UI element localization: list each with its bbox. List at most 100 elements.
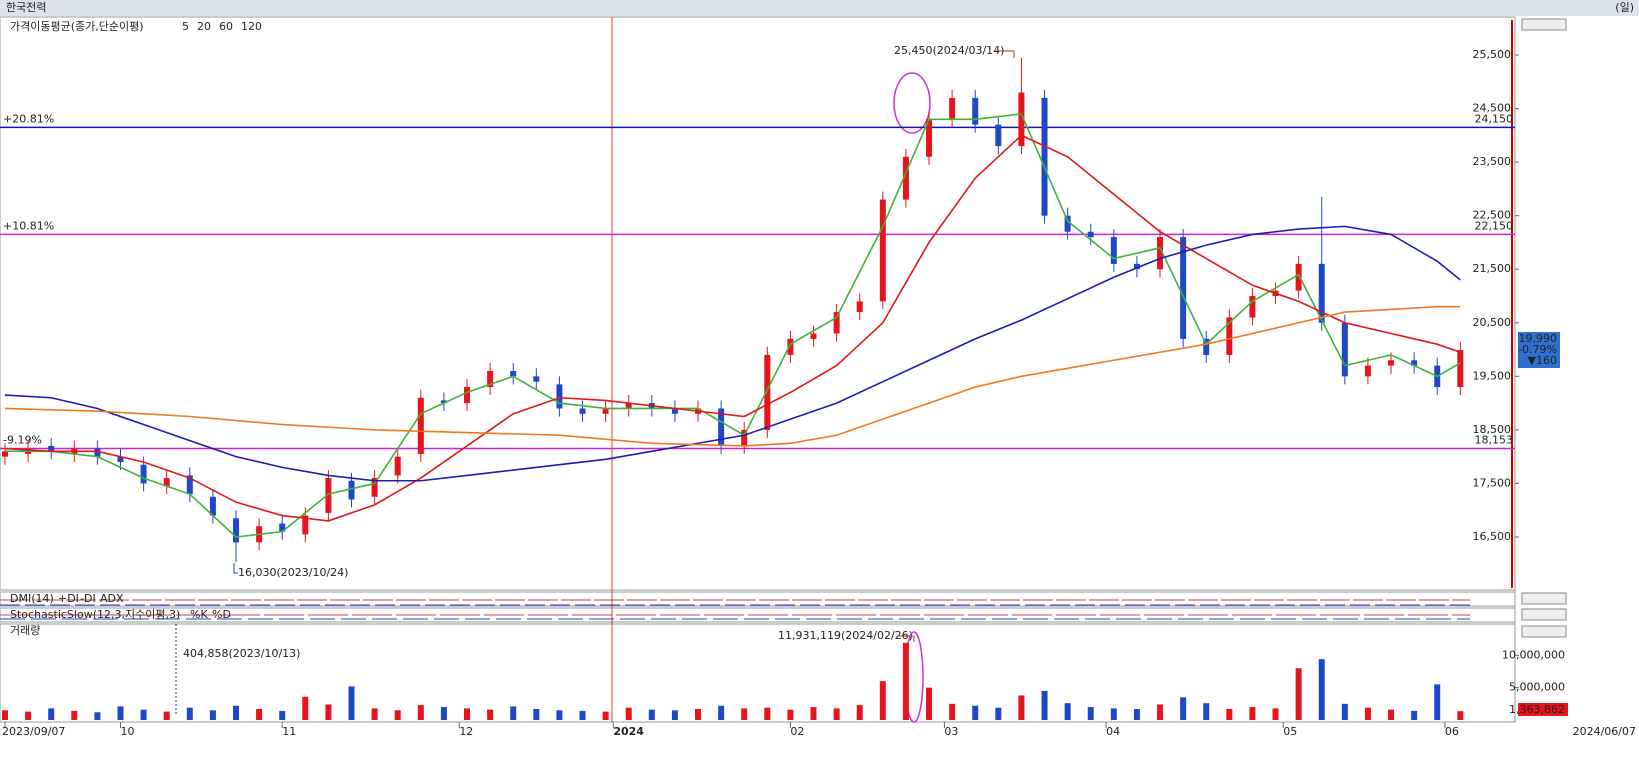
candle-body [741, 429, 748, 446]
volume-bar [1434, 684, 1441, 720]
volume-bar [487, 709, 494, 720]
candle-body [325, 478, 332, 513]
candle-body [417, 397, 424, 454]
level-label: +10.81% [3, 219, 54, 232]
button[interactable] [1521, 608, 1567, 621]
last-price-box [1518, 332, 1560, 368]
candle-body [579, 408, 586, 414]
x-tick-label: 11 [282, 725, 296, 738]
volume-bar [949, 703, 956, 720]
candle-body [1411, 360, 1418, 366]
volume-bar [718, 705, 725, 720]
volume-bar [417, 705, 424, 720]
candle-body [487, 370, 494, 388]
candle-body [625, 403, 632, 409]
volume-bar [1226, 709, 1233, 720]
x-tick-label: 12 [459, 725, 473, 738]
last-price: 19,990 [1519, 332, 1558, 345]
dmi-legend: -DI [80, 592, 96, 605]
button[interactable] [1521, 592, 1567, 605]
volume-bar [163, 711, 170, 720]
x-tick-label: 2024 [613, 725, 644, 738]
annotation-leader [898, 635, 915, 642]
highlight-circle [893, 72, 931, 134]
volume-bar [1318, 659, 1325, 720]
dmi-title: DMI(14) [10, 592, 54, 605]
ma-line [4, 305, 1461, 447]
x-tick-label: 06 [1445, 725, 1459, 738]
candle-body [1226, 317, 1233, 355]
candle-body [464, 387, 471, 404]
volume-bar [579, 710, 586, 720]
legend-entry: 120 [241, 20, 262, 33]
candle-body [949, 97, 956, 120]
x-tick-label: 10 [121, 725, 135, 738]
y-tick-label: 20,500 [1473, 316, 1512, 329]
volume-high-annotation: 11,931,119(2024/02/26) [778, 629, 913, 642]
candle-body [510, 370, 517, 377]
volume-bar [1087, 707, 1094, 720]
volume-bar [1272, 708, 1279, 720]
volume-bar [440, 707, 447, 720]
y-tick-label: 25,500 [1473, 48, 1512, 61]
candle-body [1041, 97, 1048, 216]
volume-bar [1295, 668, 1302, 720]
stochastic-title: StochasticSlow(12,3,지수이평,3) [10, 608, 180, 621]
x-tick-label: 04 [1106, 725, 1120, 738]
ma-line [4, 134, 1461, 522]
stochastic-legend: %K [190, 608, 208, 621]
y-tick-label: 17,500 [1473, 476, 1512, 489]
candle-body [348, 480, 355, 500]
volume-bar [671, 710, 678, 720]
volume-bar [625, 707, 632, 720]
candle-body [1180, 237, 1187, 339]
volume-bar [1388, 709, 1395, 720]
level-price: 22,150 [1475, 219, 1514, 232]
candle-body [556, 384, 563, 409]
volume-bar [256, 709, 263, 720]
title-bar [0, 0, 1639, 16]
candle-body [209, 496, 216, 516]
volume-bar [94, 712, 101, 720]
volume-bar [117, 706, 124, 720]
volume-bar [902, 642, 909, 720]
candle-body [1341, 322, 1348, 377]
level-price: 18,153 [1475, 433, 1514, 446]
button[interactable] [1521, 625, 1567, 638]
volume-bar [71, 710, 78, 720]
candle-body [1457, 350, 1464, 388]
level-label: -9.19% [3, 433, 42, 446]
y-tick-label: 18,500 [1473, 423, 1512, 436]
volume-bar [1041, 690, 1048, 720]
legend-entry: 20 [197, 20, 211, 33]
volume-bar [325, 704, 332, 720]
volume-bar [787, 709, 794, 720]
volume-bar [279, 710, 286, 720]
y-tick-label: 19,500 [1473, 369, 1512, 382]
volume-bar [348, 686, 355, 720]
button[interactable] [1521, 18, 1567, 31]
candle-body [48, 445, 55, 452]
ma-line [4, 225, 1461, 482]
candle-body [94, 448, 101, 457]
volume-low-annotation: 404,858(2023/10/13) [183, 647, 300, 660]
panel-buttons [1521, 18, 1567, 638]
volume-bar [510, 706, 517, 720]
candle-body [302, 515, 309, 535]
chart-title: 한국전력 [6, 1, 46, 14]
low-annotation: 16,030(2023/10/24) [238, 566, 348, 579]
candle-body [233, 518, 240, 543]
y-tick-label: 24,500 [1473, 102, 1512, 115]
dmi-legend: +DI [58, 592, 79, 605]
legend-entry: 60 [219, 20, 233, 33]
candle-body [140, 464, 147, 484]
candle-body [879, 199, 886, 302]
candle-body [833, 312, 840, 334]
x-end-label: 2024/06/07 [1573, 725, 1636, 738]
annotation-leader [996, 50, 1015, 58]
candle-body [371, 478, 378, 497]
candle-body [1157, 237, 1164, 270]
volume-bar [1018, 695, 1025, 720]
